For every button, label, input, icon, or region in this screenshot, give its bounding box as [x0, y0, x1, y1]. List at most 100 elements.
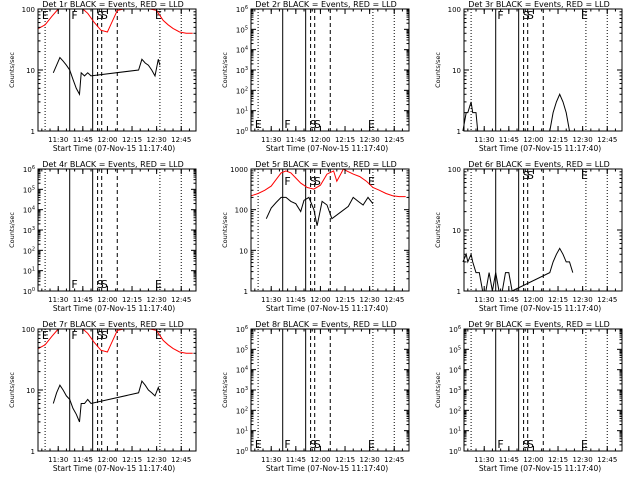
- y-tick-label: 105: [236, 345, 248, 354]
- event-marker-letter: E: [42, 329, 49, 342]
- plot-frame: [250, 168, 410, 292]
- y-tick-label: 10: [26, 67, 35, 75]
- event-marker-letter: S: [101, 278, 108, 291]
- x-tick-label: 11:30: [48, 136, 68, 144]
- detector-panel: Det 2r BLACK = Events, RED = LLD E F SS E 100…: [221, 0, 410, 153]
- event-marker-letter: S: [101, 329, 108, 342]
- x-tick-label: 12:15: [122, 456, 142, 464]
- y-tick-label: 10: [452, 227, 461, 235]
- x-tick-label: 12:45: [597, 456, 617, 464]
- x-tick-label: 12:30: [573, 136, 593, 144]
- plot-frame: [250, 328, 410, 452]
- panel-title: Det 6r BLACK = Events, RED = LLD: [468, 160, 610, 169]
- detector-panel: Det 9r BLACK = Events, RED = LLD F SS E 100 1…: [434, 320, 623, 473]
- y-tick-label: 103: [23, 226, 35, 235]
- y-tick-label: 10: [26, 387, 35, 395]
- event-marker-letter: E: [155, 9, 162, 22]
- y-axis-label: Counts/sec: [8, 52, 16, 88]
- x-tick-label: 12:45: [384, 136, 404, 144]
- y-axis-label: Counts/sec: [434, 372, 442, 408]
- x-tick-label: 12:45: [384, 456, 404, 464]
- y-tick-label: 103: [449, 386, 461, 395]
- x-tick-label: 12:00: [310, 136, 330, 144]
- x-tick-label: 12:30: [147, 136, 167, 144]
- y-tick-exponent: 5: [458, 345, 461, 351]
- event-marker-letter: S: [527, 438, 534, 451]
- event-marker-letter: S: [97, 329, 104, 342]
- panel-title: Det 9r BLACK = Events, RED = LLD: [468, 320, 610, 329]
- event-marker-letter: E: [42, 9, 49, 22]
- y-tick-exponent: 0: [245, 127, 248, 133]
- event-marker-letter: S: [310, 175, 317, 188]
- x-tick-label: 12:15: [548, 136, 568, 144]
- events-series-line: [52, 56, 161, 97]
- event-marker-letter: S: [523, 9, 530, 22]
- x-tick-label: 12:15: [122, 296, 142, 304]
- y-tick-label: 100: [236, 447, 248, 456]
- y-tick-label: 101: [236, 107, 248, 116]
- x-tick-label: 12:00: [523, 296, 543, 304]
- events-series-line: [462, 247, 574, 292]
- event-marker-letter: E: [155, 278, 162, 291]
- event-marker-letter: S: [310, 438, 317, 451]
- y-tick-exponent: 2: [32, 246, 35, 252]
- y-tick-exponent: 5: [245, 345, 248, 351]
- y-tick-exponent: 0: [245, 447, 248, 453]
- plot-frame: [463, 168, 623, 292]
- x-tick-label: 12:15: [335, 456, 355, 464]
- event-marker-letter: E: [255, 118, 262, 131]
- x-tick-label: 11:30: [474, 296, 494, 304]
- x-axis-label: Start Time (07-Nov-15 11:17:40): [266, 144, 388, 153]
- event-marker-letter: F: [71, 9, 77, 22]
- y-axis-label: Counts/sec: [434, 52, 442, 88]
- panel-title: Det 1r BLACK = Events, RED = LLD: [42, 0, 184, 9]
- y-tick-exponent: 2: [245, 406, 248, 412]
- y-tick-exponent: 4: [32, 206, 35, 212]
- x-tick-label: 12:30: [360, 456, 380, 464]
- x-tick-label: 12:45: [597, 136, 617, 144]
- event-marker-letter: E: [368, 175, 375, 188]
- y-tick-label: 100: [448, 166, 461, 174]
- event-marker-letter: E: [155, 329, 162, 342]
- y-tick-label: 104: [236, 46, 248, 55]
- lld-series-line: [251, 168, 406, 198]
- y-tick-label: 104: [236, 366, 248, 375]
- x-tick-label: 11:45: [73, 136, 93, 144]
- x-tick-label: 12:30: [573, 296, 593, 304]
- x-tick-label: 11:30: [48, 456, 68, 464]
- y-axis-label: Counts/sec: [8, 212, 16, 248]
- y-tick-label: 104: [23, 206, 35, 215]
- x-tick-label: 11:45: [286, 456, 306, 464]
- lld-series-line: [38, 8, 193, 34]
- event-marker-letter: E: [368, 438, 375, 451]
- x-tick-label: 12:30: [147, 296, 167, 304]
- y-tick-label: 100: [236, 127, 248, 136]
- x-tick-label: 12:45: [171, 296, 191, 304]
- y-tick-label: 1: [244, 288, 248, 296]
- y-tick-exponent: 2: [458, 406, 461, 412]
- event-marker-letter: S: [523, 438, 530, 451]
- y-tick-exponent: 3: [458, 386, 461, 392]
- x-tick-label: 12:30: [573, 456, 593, 464]
- event-marker-letter: S: [523, 169, 530, 182]
- event-marker-letter: E: [581, 9, 588, 22]
- event-marker-letter: E: [581, 169, 588, 182]
- event-marker-letter: F: [497, 438, 503, 451]
- x-tick-label: 12:45: [597, 296, 617, 304]
- event-marker-letter: E: [581, 438, 588, 451]
- x-axis-label: Start Time (07-Nov-15 11:17:40): [53, 304, 175, 313]
- x-tick-label: 12:00: [523, 456, 543, 464]
- x-tick-label: 12:15: [335, 136, 355, 144]
- y-tick-label: 105: [23, 185, 35, 194]
- y-tick-label: 106: [449, 325, 461, 334]
- x-axis-label: Start Time (07-Nov-15 11:17:40): [53, 464, 175, 473]
- x-axis-label: Start Time (07-Nov-15 11:17:40): [266, 304, 388, 313]
- y-tick-exponent: 6: [32, 165, 35, 171]
- y-tick-label: 102: [449, 406, 461, 415]
- x-tick-label: 12:15: [335, 296, 355, 304]
- y-tick-exponent: 4: [245, 366, 248, 372]
- event-marker-letter: S: [527, 9, 534, 22]
